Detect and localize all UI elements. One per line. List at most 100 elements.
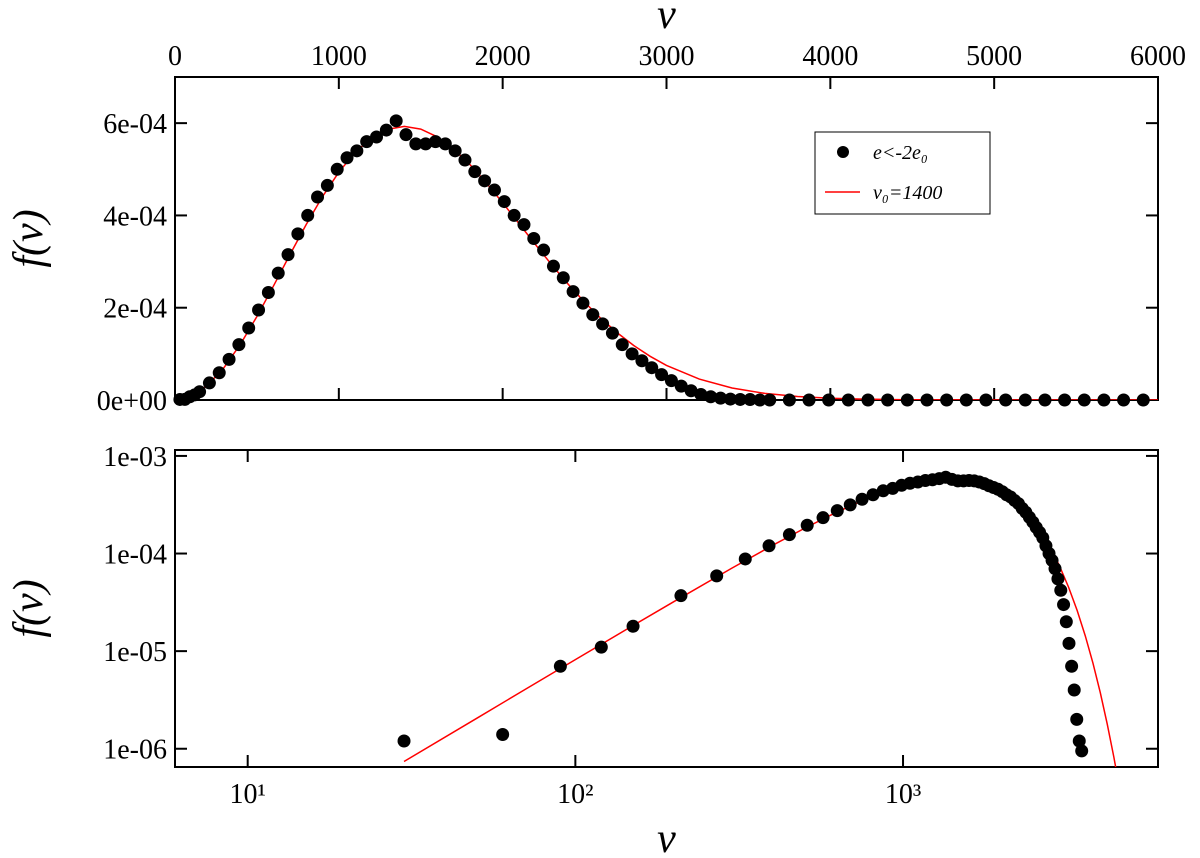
legend-box [814,131,991,215]
data-point [1117,393,1131,407]
data-point [594,640,608,654]
x-tick-label: 6000 [1130,41,1186,72]
plot-area [175,125,1158,400]
data-point [605,326,619,340]
plot-frame [174,449,1159,768]
data-point [232,338,246,352]
y-axis-label: f(v) [6,209,52,267]
data-point [517,218,531,232]
plot-frame [174,76,1159,401]
x-tick-label: 10² [557,779,593,810]
data-point [397,734,411,748]
data-point [920,393,934,407]
data-point [714,391,728,405]
data-point [625,347,639,361]
data-point [507,208,521,222]
x-tick-label: 5000 [966,41,1022,72]
data-point [753,393,767,407]
data-point [478,174,492,188]
data-point [710,569,724,583]
data-point [1070,712,1084,726]
data-point [635,354,649,368]
x-tick-label: 0 [168,41,182,72]
data-point [281,248,295,262]
data-point [1059,615,1073,629]
data-point [816,511,830,525]
data-point [802,393,816,407]
data-point [763,393,777,407]
data-point [733,392,747,406]
x-tick-label: 1000 [311,41,367,72]
data-point [497,195,511,209]
data-point [330,162,344,176]
plot-area [403,477,1117,767]
data-point [704,390,718,404]
data-point [360,135,374,149]
data-point [389,114,403,128]
data-point [762,539,776,553]
data-point [738,552,752,566]
data-point [487,183,501,197]
data-point [252,303,266,317]
data-point [1072,734,1086,748]
y-tick-label: 1e-04 [103,540,167,571]
x-tick-label: 3000 [639,41,695,72]
data-point [841,393,855,407]
data-point [370,130,384,144]
data-point [576,296,590,310]
y-tick-label: 1e-06 [103,735,167,766]
data-point [959,393,973,407]
data-point [399,128,413,142]
data-point [1097,393,1111,407]
data-point [855,492,869,506]
data-point [881,393,895,407]
data-point [566,285,580,299]
data-point [193,385,207,399]
data-point [694,387,708,401]
panel: 0 1000 2000 3000 4000 5000 6000 0e+00 2e-04 4e-04… [6,0,1186,417]
data-point [586,308,600,322]
data-point [1057,598,1071,612]
data-point [674,379,688,393]
y-axis-label: f(v) [6,579,52,637]
data-point [311,190,325,204]
data-point [979,393,993,407]
legend: e<-2e₀ v₀=1400 [814,131,991,215]
data-point [596,317,610,331]
x-tick-label: 2000 [475,41,531,72]
x-axis-label: v [657,0,676,38]
data-point [556,271,570,285]
data-point [350,144,364,158]
y-tick-label: 0e+00 [97,386,167,417]
data-point [1067,683,1081,697]
data-point [212,366,226,380]
data-point [527,232,541,245]
y-tick-label: 6e-04 [103,109,167,140]
data-point [626,619,640,633]
panel: 10¹ 10² 10³ 1e-06 1e-05 1e-04 1e-03 v f(v) [6,442,1159,858]
data-point [448,144,462,158]
data-point [271,266,285,280]
data-point [723,392,737,406]
data-point [222,352,236,366]
x-tick-label: 4000 [802,41,858,72]
data-point [379,123,393,137]
y-tick-label: 2e-04 [103,294,167,325]
data-point [664,374,678,388]
data-point [409,137,423,151]
data-point [458,153,472,167]
data-point [999,393,1013,407]
data-point [1038,393,1052,407]
data-point [301,208,315,222]
data-point [1062,636,1076,650]
data-point [1051,572,1065,586]
x-tick-label: 10³ [885,779,921,810]
legend-label: e<-2e₀ [873,142,928,164]
data-point [1018,393,1032,407]
data-point [674,589,688,603]
data-point [615,338,629,352]
data-point [1048,562,1062,576]
data-point [1065,659,1079,673]
data-point [655,368,669,382]
